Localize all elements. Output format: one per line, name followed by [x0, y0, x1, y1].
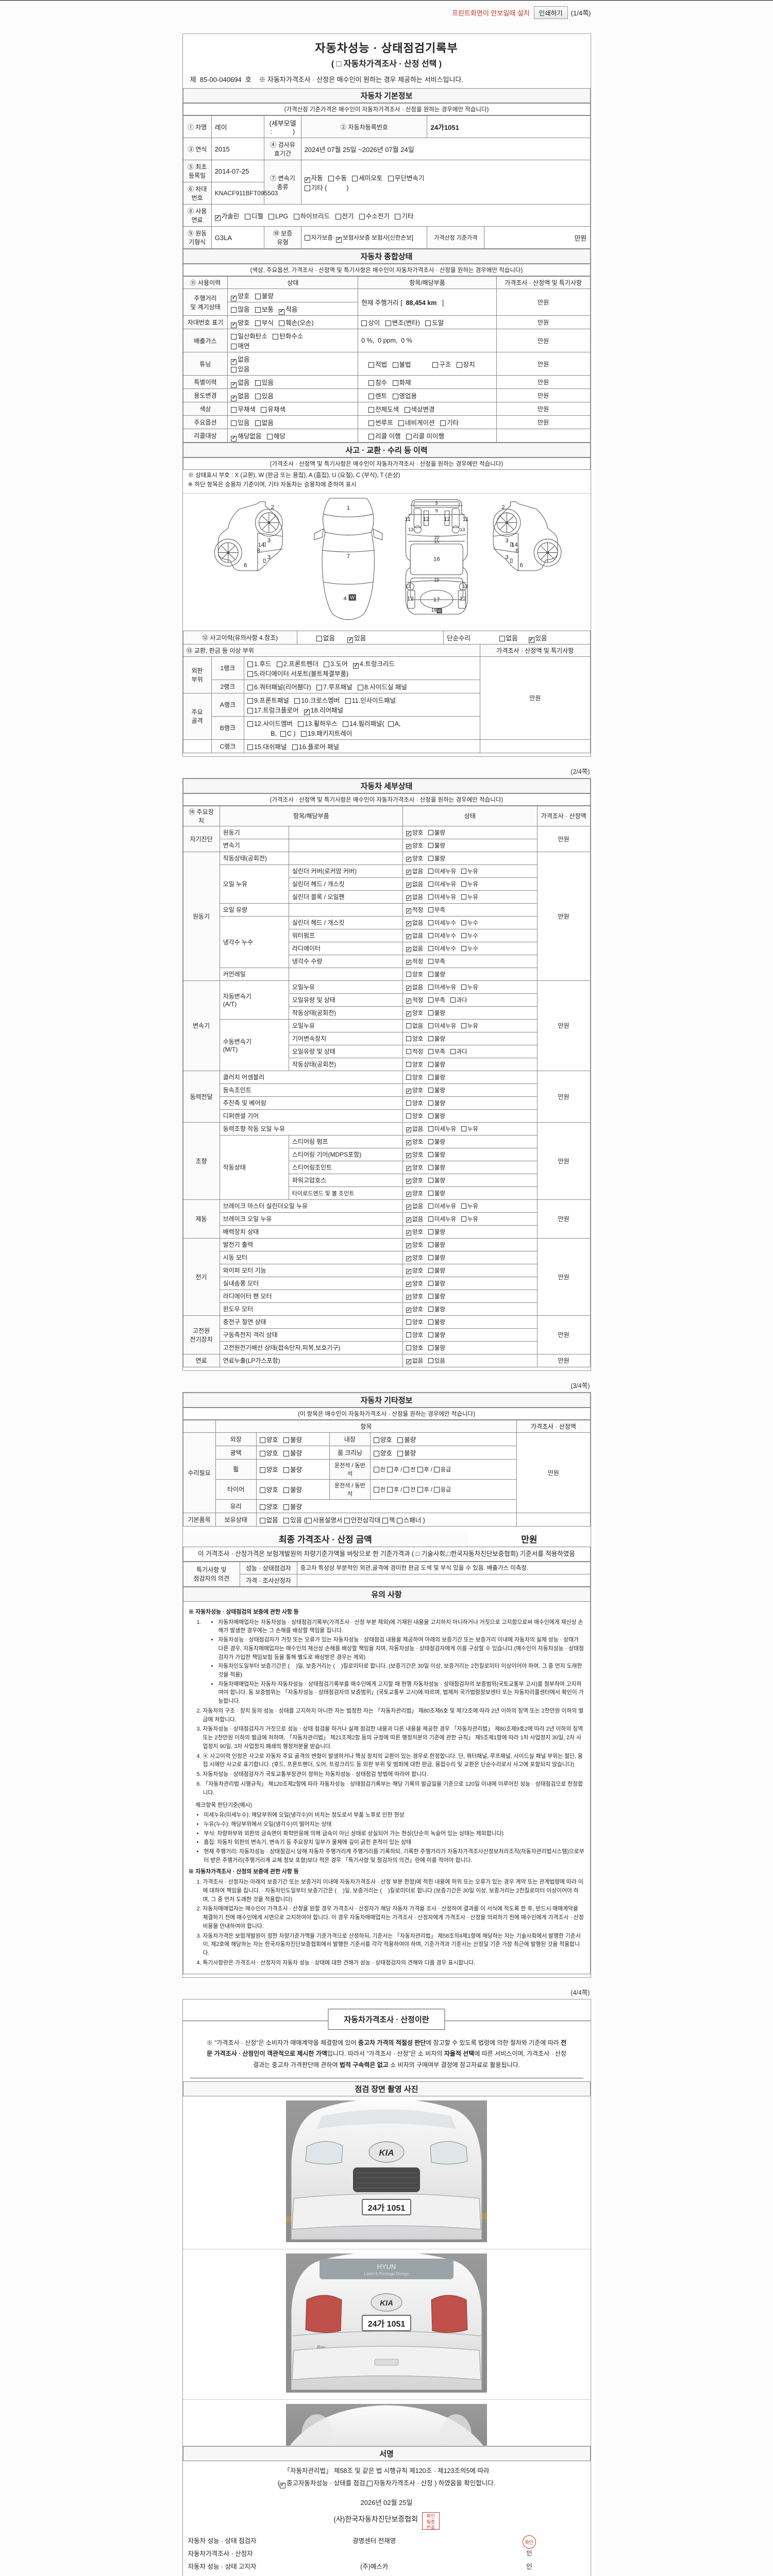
- svg-text:12: 12: [407, 596, 413, 602]
- svg-text:13: 13: [408, 527, 413, 532]
- svg-text:2: 2: [501, 504, 505, 511]
- svg-text:3: 3: [505, 537, 508, 544]
- svg-text:12: 12: [423, 516, 429, 522]
- svg-text:7: 7: [346, 553, 349, 560]
- svg-text:12: 12: [444, 516, 450, 522]
- svg-text:17: 17: [433, 597, 440, 603]
- svg-text:11: 11: [462, 516, 468, 522]
- svg-text:8: 8: [257, 548, 260, 554]
- svg-text:W: W: [350, 595, 355, 601]
- svg-text:Label & Package Design: Label & Package Design: [364, 2272, 409, 2276]
- svg-text:19: 19: [434, 577, 439, 582]
- svg-text:14: 14: [258, 542, 264, 548]
- svg-text:8: 8: [515, 548, 518, 554]
- svg-text:1: 1: [346, 505, 349, 511]
- svg-text:KIA: KIA: [380, 2299, 393, 2308]
- svg-text:18: 18: [431, 607, 436, 612]
- svg-text:2: 2: [271, 504, 274, 511]
- svg-text:5: 5: [435, 500, 438, 505]
- svg-text:24가 1051: 24가 1051: [368, 2319, 406, 2329]
- svg-text:16: 16: [433, 556, 440, 562]
- svg-text:13: 13: [405, 584, 410, 589]
- svg-text:9: 9: [435, 508, 438, 513]
- svg-text:3: 3: [505, 554, 508, 560]
- svg-text:4: 4: [343, 596, 347, 602]
- svg-text:6: 6: [519, 562, 523, 568]
- svg-text:13: 13: [462, 584, 467, 589]
- svg-text:12: 12: [459, 596, 466, 602]
- svg-text:24가 1051: 24가 1051: [368, 2204, 406, 2213]
- svg-text:HYUN: HYUN: [377, 2263, 396, 2270]
- svg-text:3: 3: [267, 537, 270, 544]
- svg-text:14: 14: [511, 542, 518, 548]
- svg-text:11: 11: [405, 516, 411, 522]
- svg-text:KIA: KIA: [379, 2148, 394, 2158]
- svg-text:13: 13: [460, 527, 465, 532]
- svg-text:15: 15: [434, 539, 439, 544]
- svg-text:6: 6: [243, 562, 246, 568]
- svg-text:W: W: [437, 608, 441, 613]
- svg-text:3: 3: [267, 554, 270, 560]
